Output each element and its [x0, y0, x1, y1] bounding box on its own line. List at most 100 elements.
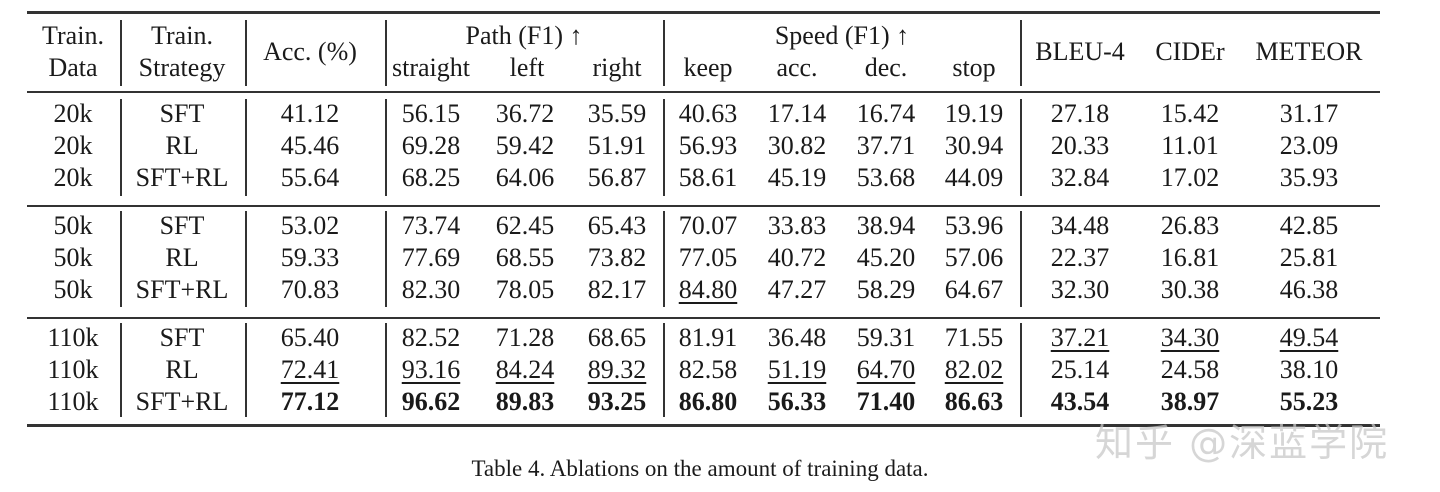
cell-value: 25.81 — [1279, 243, 1339, 272]
column-divider — [385, 323, 387, 417]
cell-train-strategy: SFT — [159, 99, 205, 128]
header-train-data-2: Data — [48, 53, 98, 82]
column-divider — [245, 20, 247, 86]
cell-value: 58.29 — [856, 275, 916, 304]
cell-value: 30.82 — [767, 131, 827, 160]
cell-train-strategy: RL — [165, 243, 199, 272]
cell-value: 82.58 — [678, 355, 738, 384]
cell-value: 65.43 — [587, 211, 647, 240]
bottom-rule — [27, 424, 1380, 427]
cell-value: 32.84 — [1050, 163, 1110, 192]
column-divider — [1020, 323, 1022, 417]
cell-train-data: 20k — [53, 131, 93, 160]
cell-value: 16.81 — [1160, 243, 1220, 272]
cell-value: 77.12 — [280, 387, 340, 416]
cell-value: 55.64 — [280, 163, 340, 192]
cell-value: 64.06 — [495, 163, 555, 192]
header-train-data-1: Train. — [42, 21, 104, 50]
cell-value: 37.21 — [1050, 323, 1110, 352]
column-divider — [120, 20, 122, 86]
column-divider — [663, 20, 665, 86]
cell-value: 70.83 — [280, 275, 340, 304]
column-divider — [245, 99, 247, 196]
cell-train-data: 110k — [47, 387, 99, 416]
cell-value: 35.59 — [587, 99, 647, 128]
cell-value: 71.55 — [944, 323, 1004, 352]
column-divider — [1020, 20, 1022, 86]
cell-value: 45.19 — [767, 163, 827, 192]
cell-value: 22.37 — [1050, 243, 1110, 272]
cell-value: 38.97 — [1160, 387, 1220, 416]
group-rule — [27, 317, 1380, 319]
cell-value: 19.19 — [944, 99, 1004, 128]
header-keep: keep — [683, 53, 733, 82]
cell-train-strategy: RL — [165, 131, 199, 160]
cell-value: 30.94 — [944, 131, 1004, 160]
cell-train-data: 110k — [47, 355, 99, 384]
cell-value: 16.74 — [856, 99, 916, 128]
cell-train-data: 110k — [47, 323, 99, 352]
cell-train-data: 20k — [53, 99, 93, 128]
column-divider — [385, 20, 387, 86]
header-straight: straight — [392, 53, 470, 82]
cell-value: 37.71 — [856, 131, 916, 160]
cell-train-strategy: SFT+RL — [135, 387, 229, 416]
cell-train-data: 20k — [53, 163, 93, 192]
cell-value: 46.38 — [1279, 275, 1339, 304]
cell-value: 51.91 — [587, 131, 647, 160]
cell-value: 33.83 — [767, 211, 827, 240]
cell-value: 42.85 — [1279, 211, 1339, 240]
cell-train-data: 50k — [53, 243, 93, 272]
cell-value: 40.63 — [678, 99, 738, 128]
cell-value: 62.45 — [495, 211, 555, 240]
cell-value: 64.70 — [856, 355, 916, 384]
header-path-group: Path (F1) ↑ — [465, 21, 583, 50]
cell-value: 45.46 — [280, 131, 340, 160]
cell-value: 56.33 — [767, 387, 827, 416]
cell-value: 57.06 — [944, 243, 1004, 272]
cell-train-strategy: SFT — [159, 323, 205, 352]
cell-value: 93.16 — [401, 355, 461, 384]
cell-value: 34.30 — [1160, 323, 1220, 352]
watermark: 知乎 @深蓝学院 — [1095, 421, 1390, 465]
column-divider — [663, 323, 665, 417]
cell-value: 65.40 — [280, 323, 340, 352]
cell-value: 77.05 — [678, 243, 738, 272]
header-accel: acc. — [776, 53, 818, 82]
column-divider — [120, 211, 122, 307]
cell-value: 86.80 — [678, 387, 738, 416]
cell-value: 32.30 — [1050, 275, 1110, 304]
cell-value: 73.82 — [587, 243, 647, 272]
cell-value: 47.27 — [767, 275, 827, 304]
cell-value: 34.48 — [1050, 211, 1110, 240]
cell-value: 84.24 — [495, 355, 555, 384]
cell-value: 31.17 — [1279, 99, 1339, 128]
cell-value: 26.83 — [1160, 211, 1220, 240]
cell-value: 56.93 — [678, 131, 738, 160]
cell-value: 51.19 — [767, 355, 827, 384]
cell-value: 82.17 — [587, 275, 647, 304]
header-speed-group: Speed (F1) ↑ — [774, 21, 910, 50]
cell-value: 68.55 — [495, 243, 555, 272]
cell-train-strategy: SFT — [159, 211, 205, 240]
cell-train-strategy: SFT+RL — [135, 163, 229, 192]
header-train-strategy-1: Train. — [151, 21, 213, 50]
cell-value: 56.87 — [587, 163, 647, 192]
cell-value: 82.30 — [401, 275, 461, 304]
cell-value: 35.93 — [1279, 163, 1339, 192]
cell-value: 44.09 — [944, 163, 1004, 192]
column-divider — [120, 323, 122, 417]
column-divider — [385, 211, 387, 307]
column-divider — [1020, 99, 1022, 196]
cell-value: 93.25 — [587, 387, 647, 416]
cell-value: 78.05 — [495, 275, 555, 304]
cell-value: 59.42 — [495, 131, 555, 160]
cell-value: 27.18 — [1050, 99, 1110, 128]
cell-value: 86.63 — [944, 387, 1004, 416]
cell-value: 70.07 — [678, 211, 738, 240]
cell-value: 36.72 — [495, 99, 555, 128]
cell-value: 53.68 — [856, 163, 916, 192]
column-divider — [1020, 211, 1022, 307]
column-divider — [663, 99, 665, 196]
cell-value: 25.14 — [1050, 355, 1110, 384]
